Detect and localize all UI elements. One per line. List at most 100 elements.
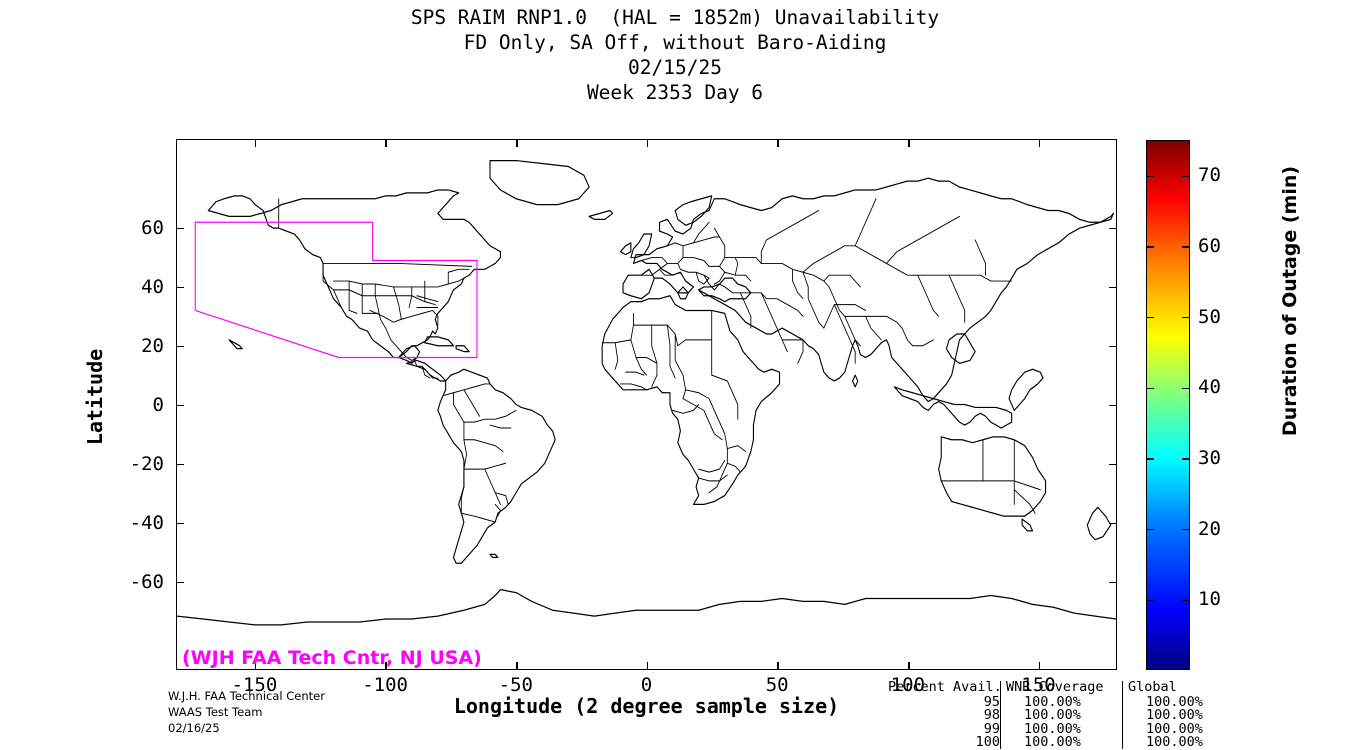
colorbar-tick bbox=[1182, 175, 1189, 178]
colorbar-tick bbox=[1147, 387, 1154, 390]
watermark-label: (WJH FAA Tech Cntr, NJ USA) bbox=[182, 647, 482, 669]
title-line-4: Week 2353 Day 6 bbox=[586, 81, 764, 104]
y-axis-tick-label: 0 bbox=[152, 393, 164, 416]
y-axis-tick bbox=[1109, 227, 1116, 230]
iberia-coastline bbox=[622, 268, 655, 300]
colorbar-tick bbox=[1147, 316, 1154, 319]
y-axis-tick bbox=[1109, 581, 1116, 584]
x-axis-tick bbox=[254, 140, 257, 147]
africa-coastline bbox=[601, 295, 781, 506]
chart-title-block: SPS RAIM RNP1.0 (HAL = 1852m) Unavailabi… bbox=[0, 5, 1350, 105]
colorbar-tick bbox=[1147, 246, 1154, 248]
stats-table-cell: 100.00% bbox=[1146, 734, 1203, 750]
waas-service-volume-polygon bbox=[194, 221, 478, 359]
colorbar-tick bbox=[1182, 246, 1189, 248]
x-axis-tick bbox=[516, 140, 518, 147]
hawaii bbox=[228, 339, 243, 350]
stats-table-cell: 100.00% bbox=[1024, 707, 1081, 723]
service-volume-layer bbox=[194, 221, 478, 359]
stats-table-header-cell: WNR Coverage bbox=[1006, 679, 1104, 695]
colorbar-tick-label: 70 bbox=[1198, 164, 1221, 187]
x-axis-tick-label: -150 bbox=[231, 674, 278, 696]
x-axis-tick-label: 50 bbox=[765, 674, 789, 696]
y-axis-tick bbox=[177, 404, 184, 407]
philippines-newguinea bbox=[1008, 368, 1044, 411]
asia-east-south-coastline bbox=[698, 212, 1114, 403]
world-map bbox=[177, 159, 1116, 626]
x-axis-tick bbox=[1038, 662, 1041, 669]
hispaniola bbox=[455, 345, 470, 353]
south-america-coastline bbox=[437, 368, 556, 564]
title-line-2: FD Only, SA Off, without Baro-Aiding bbox=[463, 31, 887, 54]
y-axis-tick bbox=[177, 286, 184, 289]
stats-table-cell: 100.00% bbox=[1024, 734, 1081, 750]
stats-table-column-separator bbox=[1000, 681, 1002, 749]
colorbar-tick-label: 30 bbox=[1198, 447, 1221, 469]
y-axis-tick bbox=[1109, 522, 1116, 525]
y-axis-tick bbox=[177, 463, 184, 466]
credit-line-1: W.J.H. FAA Technical Center bbox=[168, 689, 325, 703]
new-zealand bbox=[1086, 506, 1112, 541]
title-line-3: 02/15/25 bbox=[628, 56, 722, 79]
colorbar-tick bbox=[1182, 387, 1189, 390]
credit-line-2: WAAS Test Team bbox=[168, 705, 263, 719]
x-axis-tick-label: -50 bbox=[498, 674, 533, 696]
eurasia-north-coastline bbox=[632, 177, 1114, 294]
y-axis-tick bbox=[1109, 345, 1116, 348]
ireland bbox=[619, 242, 632, 256]
y-axis-tick-label: 60 bbox=[141, 216, 164, 239]
x-axis-tick bbox=[908, 662, 910, 669]
stats-table-header-cell: Global bbox=[1128, 679, 1177, 695]
scandinavia bbox=[674, 195, 713, 226]
x-axis-tick bbox=[385, 140, 387, 147]
x-axis-tick bbox=[1038, 140, 1041, 147]
stats-table-cell: 100.00% bbox=[1024, 693, 1081, 710]
stats-table-cell: 99 bbox=[983, 720, 1000, 737]
x-axis-tick-label: 100 bbox=[890, 674, 926, 696]
stats-table-cell: 98 bbox=[983, 707, 1000, 723]
greenland-coastline bbox=[489, 159, 590, 206]
x-axis-tick bbox=[516, 662, 518, 669]
stats-table-cell: 100.00% bbox=[1024, 720, 1081, 737]
indonesia-archipelago bbox=[893, 386, 1013, 429]
credit-line-3: 02/16/25 bbox=[168, 721, 220, 735]
y-axis-tick-label: -40 bbox=[129, 511, 164, 534]
x-axis-tick bbox=[646, 140, 649, 147]
x-axis-tick bbox=[908, 140, 910, 147]
cuba bbox=[424, 336, 455, 347]
falklands bbox=[489, 553, 499, 558]
colorbar-tick-label: 60 bbox=[1198, 235, 1221, 257]
map-plot-area bbox=[176, 139, 1117, 670]
srilanka bbox=[852, 374, 859, 388]
central-america bbox=[405, 359, 447, 382]
indochina bbox=[945, 333, 976, 364]
x-axis-tick-label: 150 bbox=[1021, 674, 1056, 696]
colorbar-tick-label: 40 bbox=[1198, 376, 1221, 399]
britain bbox=[630, 233, 653, 259]
x-axis-title: Longitude (2 degree sample size) bbox=[453, 694, 840, 718]
italy-sicily bbox=[677, 286, 689, 300]
colorbar-tick bbox=[1147, 458, 1154, 460]
colorbar-tick bbox=[1182, 528, 1189, 531]
y-axis-tick-label: 40 bbox=[141, 275, 164, 298]
colorbar-tick-label: 20 bbox=[1198, 517, 1221, 540]
y-axis-tick bbox=[177, 581, 184, 584]
y-axis-tick bbox=[1109, 404, 1116, 407]
y-axis-tick bbox=[177, 345, 184, 348]
x-axis-tick-label: -100 bbox=[362, 674, 408, 696]
colorbar-tick bbox=[1147, 175, 1154, 178]
tasmania bbox=[1021, 518, 1034, 532]
x-axis-tick bbox=[777, 140, 779, 147]
colorbar-tick-label: 50 bbox=[1198, 305, 1221, 328]
coastlines-layer bbox=[177, 159, 1116, 626]
title-line-1: SPS RAIM RNP1.0 (HAL = 1852m) Unavailabi… bbox=[410, 6, 940, 29]
colorbar-tick bbox=[1182, 316, 1189, 319]
stats-table-column-separator bbox=[1122, 681, 1124, 749]
y-axis-tick bbox=[1109, 286, 1116, 289]
y-axis-tick-label: -60 bbox=[129, 570, 164, 593]
y-axis-tick bbox=[1109, 463, 1116, 466]
stats-table-cell: 100 bbox=[975, 734, 1000, 750]
colorbar-tick bbox=[1147, 528, 1154, 531]
y-axis-tick-label: -20 bbox=[129, 452, 164, 475]
y-axis-tick bbox=[177, 227, 184, 230]
